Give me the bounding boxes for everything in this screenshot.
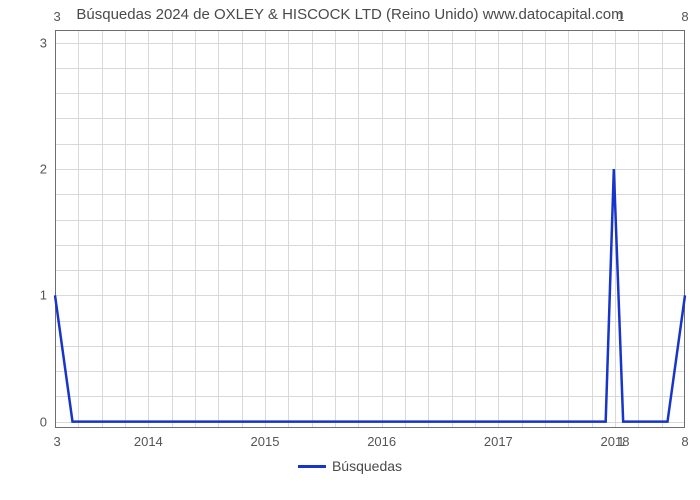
legend: Búsquedas [298, 458, 402, 474]
x-tick-label-top-right: 1 [617, 9, 624, 24]
y-tick-label: 1 [40, 288, 47, 303]
y-tick-label: 3 [40, 35, 47, 50]
y-tick-label: 2 [40, 161, 47, 176]
chart-title: Búsquedas 2024 de OXLEY & HISCOCK LTD (R… [0, 6, 700, 23]
x-tick-label-bottom-right: 8 [681, 434, 688, 449]
legend-swatch [298, 465, 326, 468]
plot-area: 012320142015201620172018331188 [55, 30, 685, 428]
x-tick-label-bottom: 2015 [251, 434, 280, 449]
y-tick-label: 0 [40, 414, 47, 429]
x-tick-label-bottom: 2016 [367, 434, 396, 449]
legend-label: Búsquedas [332, 458, 402, 474]
x-tick-label-bottom: 2014 [134, 434, 163, 449]
x-tick-label-bottom: 2017 [484, 434, 513, 449]
line-series-layer [55, 30, 685, 428]
series-line [55, 169, 685, 422]
x-tick-label-bottom-left: 3 [54, 434, 61, 449]
chart-root: Búsquedas 2024 de OXLEY & HISCOCK LTD (R… [0, 0, 700, 500]
x-tick-label-bottom-right: 1 [617, 434, 624, 449]
x-tick-label-top-left: 3 [54, 9, 61, 24]
x-tick-label-bottom: 2018 [601, 434, 630, 449]
x-tick-label-top-right: 8 [681, 9, 688, 24]
